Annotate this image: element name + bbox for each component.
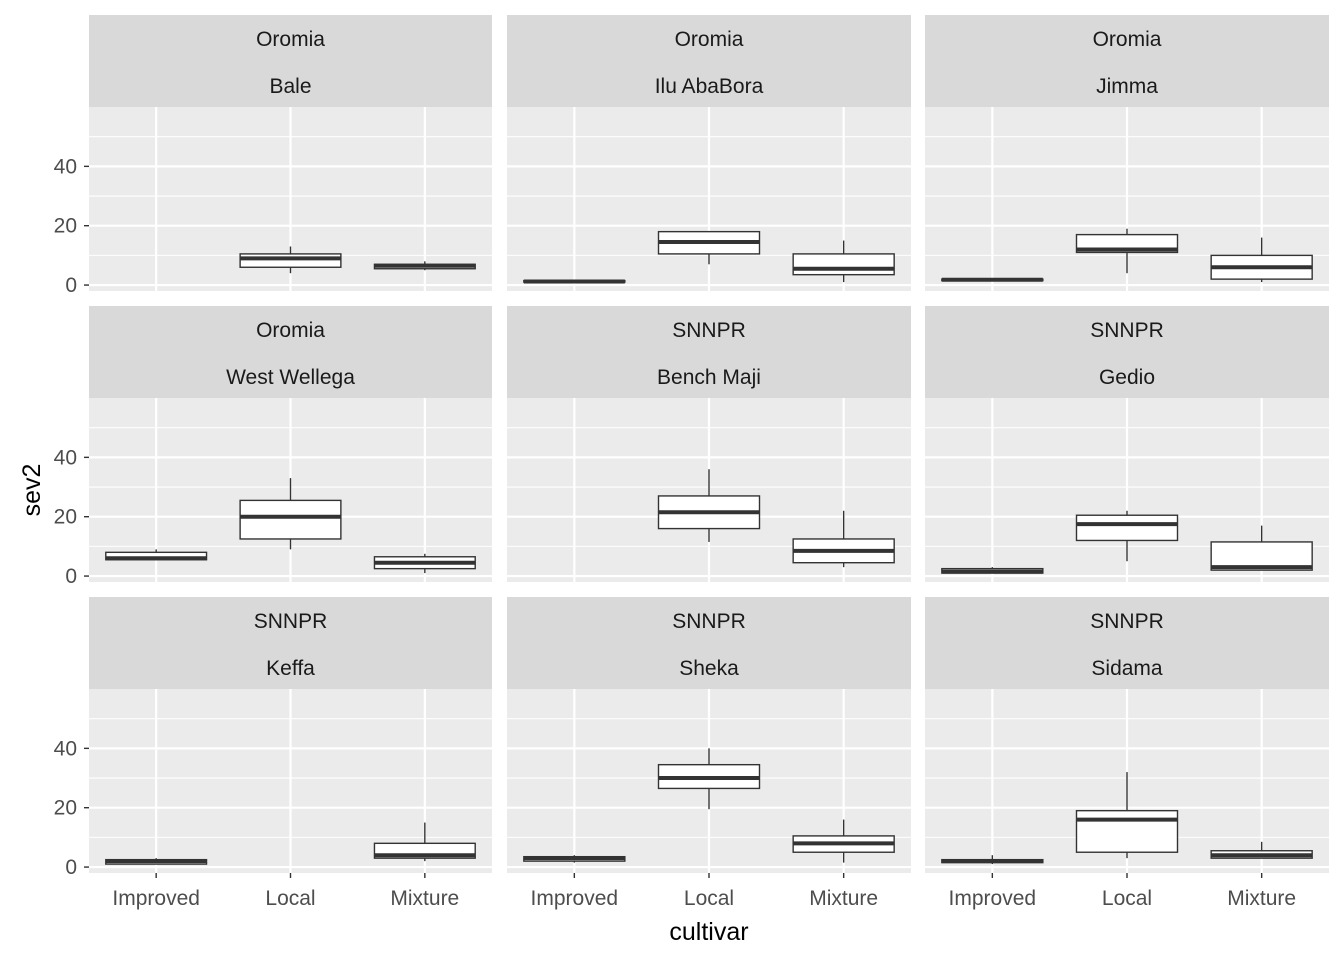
boxplot-local <box>657 748 761 810</box>
box-iqr <box>1075 514 1179 542</box>
y-tick-label: 20 <box>54 797 77 820</box>
strip-background <box>507 15 911 107</box>
strip-background <box>507 597 911 689</box>
x-tick-label: Mixture <box>390 887 459 910</box>
y-tick-label: 0 <box>65 274 77 297</box>
boxplot-local <box>657 230 761 265</box>
strip-background <box>925 306 1329 398</box>
strip-label-region: SNNPR <box>254 610 328 633</box>
boxplot-mixture <box>792 510 895 568</box>
strip-label-region: Oromia <box>256 28 325 51</box>
strip-label-zone: West Wellega <box>226 366 355 389</box>
strip-label-zone: Sheka <box>679 657 739 680</box>
strip-label-region: Oromia <box>1093 28 1162 51</box>
strip-label-region: Oromia <box>256 319 325 342</box>
strip-label-zone: Keffa <box>266 657 315 680</box>
x-tick-label: Improved <box>112 887 200 910</box>
boxplot-improved <box>941 855 1044 865</box>
boxplot-mixture <box>1210 237 1313 283</box>
facet-panel: Oromia Jimma <box>925 15 1329 291</box>
boxplot-mixture <box>373 261 476 271</box>
boxplot-local <box>1075 510 1179 562</box>
facet-panel: Oromia Bale <box>89 15 492 291</box>
facet-panel: SNNPR Bench Maji <box>507 306 911 582</box>
x-tick-label: Mixture <box>1227 887 1296 910</box>
box-iqr <box>239 253 342 268</box>
facet-panel: Oromia Ilu AbaBora <box>507 15 911 291</box>
y-tick-label: 40 <box>54 155 77 178</box>
x-tick-label: Mixture <box>809 887 878 910</box>
strip-label-zone: Sidama <box>1091 657 1163 680</box>
strip-label-zone: Bale <box>269 75 311 98</box>
strip-label-zone: Ilu AbaBora <box>655 75 764 98</box>
box-iqr <box>792 253 895 276</box>
facet-panel: SNNPR Sidama <box>925 597 1329 873</box>
boxplot-mixture <box>792 819 895 863</box>
facet-panel: SNNPR Sheka <box>507 597 911 873</box>
boxplot-mixture <box>373 822 476 862</box>
strip-label-region: SNNPR <box>672 610 746 633</box>
boxplot-improved <box>105 858 208 865</box>
x-axis-title: cultivar <box>669 918 748 946</box>
strip-label-region: SNNPR <box>1090 610 1164 633</box>
boxplot-mixture <box>792 240 895 283</box>
facet-panel: SNNPR Gedio <box>925 306 1329 582</box>
y-tick-label: 40 <box>54 446 77 469</box>
boxplot-improved <box>105 549 208 561</box>
strip-label-region: SNNPR <box>672 319 746 342</box>
boxplot-mixture <box>373 553 476 574</box>
boxplot-local <box>239 478 342 550</box>
boxplot-improved <box>941 567 1044 574</box>
y-tick-label: 20 <box>54 506 77 529</box>
boxplot-mixture <box>1210 841 1313 859</box>
boxplot-local <box>657 469 761 542</box>
x-tick-label: Improved <box>949 887 1037 910</box>
x-tick-label: Local <box>684 887 734 910</box>
strip-label-region: SNNPR <box>1090 319 1164 342</box>
box-iqr <box>239 499 342 540</box>
y-axis-title: sev2 <box>18 464 46 517</box>
y-tick-label: 40 <box>54 737 77 760</box>
boxplot-mixture <box>1210 525 1313 571</box>
boxplot-local <box>1075 228 1179 274</box>
strip-label-zone: Bench Maji <box>657 366 761 389</box>
strip-label-region: Oromia <box>675 28 744 51</box>
facet-panel: SNNPR Keffa <box>89 597 492 873</box>
box-iqr <box>1075 809 1179 853</box>
y-tick-label: 0 <box>65 856 77 879</box>
strip-background <box>89 597 492 689</box>
x-tick-label: Improved <box>531 887 619 910</box>
strip-background <box>507 306 911 398</box>
boxplot-improved <box>523 279 626 284</box>
strip-background <box>89 15 492 107</box>
x-tick-label: Local <box>1102 887 1152 910</box>
y-tick-label: 20 <box>54 215 77 238</box>
strip-background <box>89 306 492 398</box>
facet-panel: Oromia West Wellega <box>89 306 492 582</box>
strip-label-zone: Gedio <box>1099 366 1155 389</box>
boxplot-improved <box>523 855 626 863</box>
x-tick-label: Local <box>265 887 315 910</box>
boxplot-improved <box>941 277 1044 282</box>
strip-background <box>925 15 1329 107</box>
strip-label-zone: Jimma <box>1096 75 1158 98</box>
strip-background <box>925 597 1329 689</box>
y-tick-label: 0 <box>65 565 77 588</box>
axes: 0 20 40 0 20 40 0 20 40 Improved Local Mixture Impro… <box>54 155 1296 910</box>
boxplot-local <box>239 246 342 274</box>
boxplot-local <box>1075 772 1179 859</box>
